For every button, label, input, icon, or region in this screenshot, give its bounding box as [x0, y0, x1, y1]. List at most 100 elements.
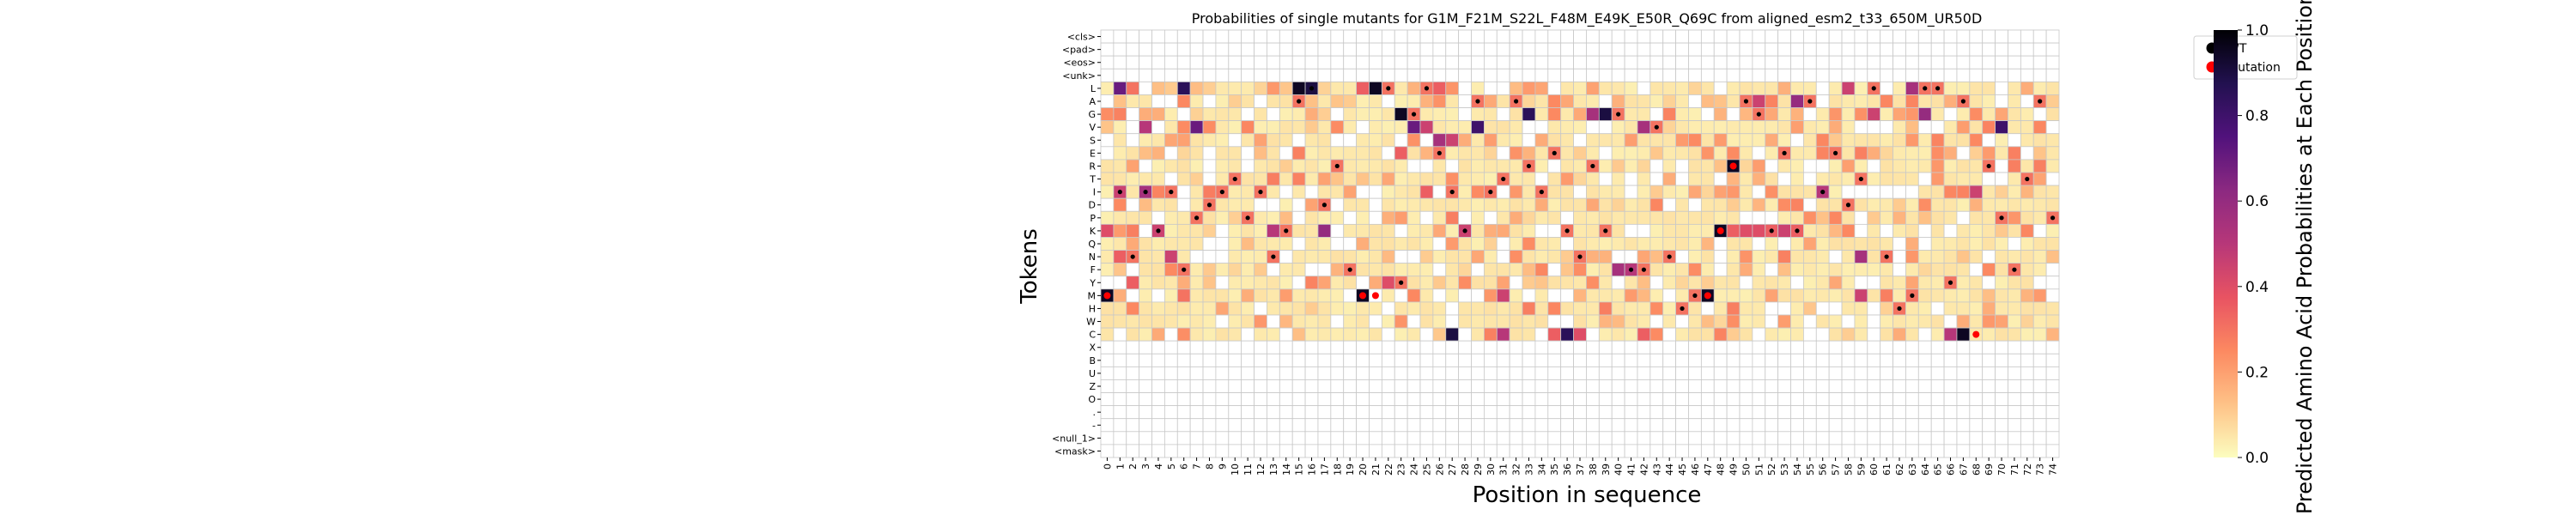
heatmap-cell: [1496, 185, 1510, 199]
heatmap-cell: [1982, 366, 1996, 380]
heatmap-cell: [1343, 197, 1357, 212]
heatmap-cell: [1739, 81, 1753, 95]
heatmap-cell: [1880, 133, 1893, 148]
heatmap-cell: [1739, 327, 1753, 342]
heatmap-cell: [1189, 133, 1204, 148]
heatmap-cell: [1369, 263, 1382, 277]
heatmap-cell: [1176, 107, 1191, 122]
heatmap-cell: [1586, 276, 1600, 290]
heatmap-cell: [1662, 197, 1676, 212]
heatmap-cell: [1956, 366, 1971, 380]
heatmap-cell: [1726, 431, 1741, 445]
heatmap-cell: [1241, 107, 1255, 122]
heatmap-cell: [1700, 444, 1715, 458]
heatmap-cell: [1279, 444, 1293, 458]
heatmap-cell: [1752, 250, 1766, 264]
heatmap-cell: [1228, 379, 1242, 393]
heatmap-cell: [1917, 327, 1932, 342]
wt-marker: [1871, 86, 1876, 91]
heatmap-cell: [1279, 353, 1293, 367]
heatmap-cell: [1164, 81, 1178, 95]
heatmap-cell: [1790, 276, 1804, 290]
heatmap-cell: [1241, 379, 1255, 393]
heatmap-cell: [1484, 263, 1498, 277]
heatmap-cell: [1202, 250, 1217, 264]
heatmap-cell: [1330, 314, 1345, 329]
heatmap-cell: [1279, 159, 1293, 173]
heatmap-cell: [1790, 405, 1804, 420]
heatmap-cell: [1662, 68, 1676, 82]
heatmap-cell: [1279, 301, 1293, 316]
heatmap-cell: [1254, 314, 1267, 329]
heatmap-cell: [1815, 288, 1830, 303]
wt-marker: [1897, 306, 1902, 312]
heatmap-cell: [1254, 431, 1267, 445]
heatmap-cell: [1406, 81, 1421, 95]
heatmap-cell: [1317, 107, 1332, 122]
heatmap-cell: [1228, 197, 1242, 212]
heatmap-cell: [1189, 366, 1204, 380]
heatmap-cell: [1662, 81, 1676, 95]
heatmap-cell: [1765, 263, 1779, 277]
heatmap-cell: [1930, 301, 1945, 316]
heatmap-cell: [1432, 133, 1447, 148]
heatmap-cell: [1854, 379, 1868, 393]
heatmap-cell: [1496, 263, 1510, 277]
heatmap-cell: [1330, 288, 1345, 303]
heatmap-cell: [1241, 276, 1255, 290]
heatmap-cell: [1176, 68, 1191, 82]
heatmap-cell: [1777, 301, 1791, 316]
wt-marker: [1462, 228, 1467, 233]
heatmap-cell: [1611, 405, 1625, 420]
heatmap-cell: [1573, 81, 1587, 95]
heatmap-cell: [1739, 223, 1753, 238]
heatmap-cell: [1445, 159, 1460, 173]
heatmap-cell: [1189, 159, 1204, 173]
heatmap-cell: [1547, 237, 1562, 251]
heatmap-cell: [1956, 288, 1971, 303]
heatmap-cell: [1445, 237, 1460, 251]
heatmap-cell: [1790, 210, 1804, 225]
heatmap-cell: [1356, 29, 1370, 44]
y-axis-title: Tokens: [1017, 228, 1042, 305]
heatmap-cell: [1189, 379, 1204, 393]
heatmap-cell: [1189, 55, 1204, 70]
wt-marker: [1130, 254, 1135, 259]
heatmap-cell: [1752, 55, 1766, 70]
heatmap-cell: [1649, 107, 1664, 122]
heatmap-cell: [1151, 210, 1165, 225]
heatmap-cell: [1406, 288, 1421, 303]
heatmap-cell: [1419, 94, 1434, 108]
heatmap-cell: [1381, 42, 1395, 57]
heatmap-cell: [1445, 288, 1460, 303]
heatmap-cell: [1100, 94, 1115, 108]
heatmap-cell: [1739, 133, 1753, 148]
heatmap-cell: [1419, 146, 1434, 161]
heatmap-cell: [1675, 133, 1689, 148]
heatmap-cell: [1304, 379, 1319, 393]
x-tick-label: 22: [1383, 464, 1394, 476]
heatmap-cell: [1560, 237, 1574, 251]
heatmap-cell: [1688, 197, 1702, 212]
heatmap-cell: [1267, 197, 1280, 212]
heatmap-cell: [1624, 94, 1638, 108]
heatmap-cell: [1291, 197, 1306, 212]
heatmap-cell: [1752, 418, 1766, 433]
heatmap-cell: [1317, 250, 1332, 264]
heatmap-cell: [1841, 353, 1856, 367]
heatmap-cell: [1330, 42, 1345, 57]
heatmap-cell: [1496, 379, 1510, 393]
heatmap-cell: [1176, 223, 1191, 238]
heatmap-cell: [1943, 392, 1958, 407]
heatmap-cell: [1471, 353, 1485, 367]
heatmap-cell: [1713, 353, 1728, 367]
heatmap-cell: [1802, 210, 1817, 225]
heatmap-cell: [1982, 55, 1996, 70]
heatmap-cell: [1739, 276, 1753, 290]
heatmap-cell: [1969, 379, 1984, 393]
heatmap-cell: [1509, 81, 1523, 95]
heatmap-cell: [1254, 405, 1267, 420]
x-tick-label: 35: [1549, 464, 1560, 476]
heatmap-cell: [1828, 314, 1843, 329]
